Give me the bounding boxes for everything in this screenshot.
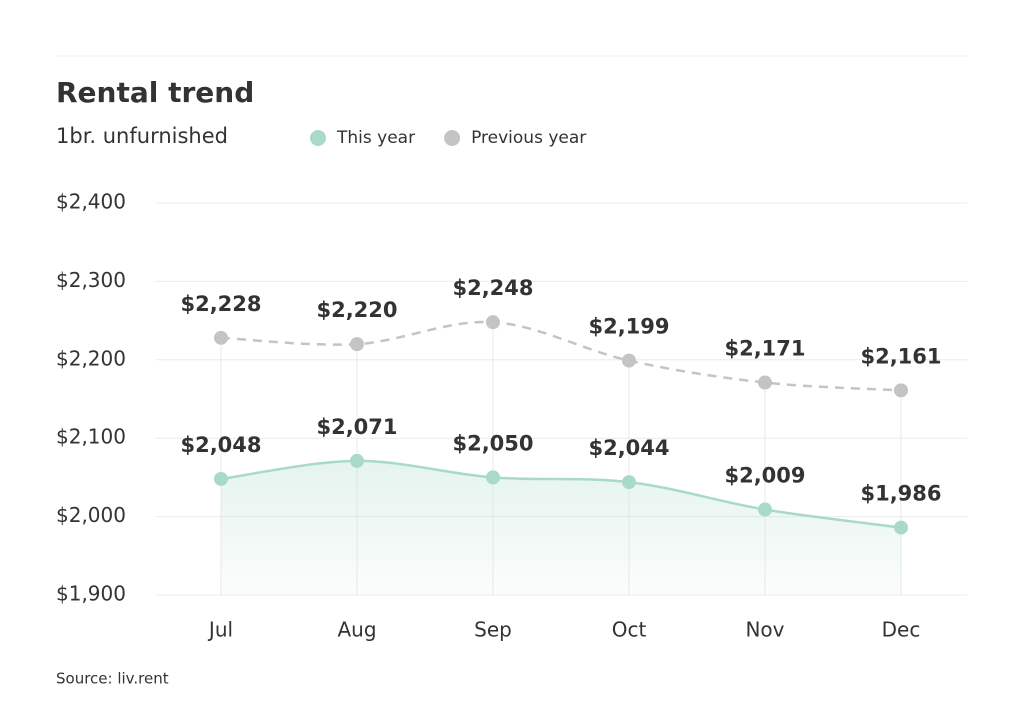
point	[894, 520, 908, 535]
y-tick-label: $1,900	[56, 582, 126, 606]
data-label: $2,248	[452, 276, 533, 300]
point	[622, 353, 636, 368]
data-label: $2,161	[860, 344, 941, 368]
x-tick-label: Sep	[474, 618, 512, 642]
point	[622, 475, 636, 490]
data-label: $1,986	[860, 482, 941, 506]
legend-label: Previous year	[471, 128, 586, 148]
x-tick-label: Oct	[612, 618, 647, 642]
line	[220, 320, 902, 392]
x-tick-label: Dec	[882, 618, 921, 642]
point	[350, 453, 364, 468]
point	[214, 471, 228, 486]
point	[214, 330, 228, 345]
x-tick-label: Aug	[337, 618, 376, 642]
point	[486, 470, 500, 485]
area	[221, 460, 901, 595]
y-tick-label: $2,400	[56, 190, 126, 214]
data-label: $2,171	[724, 337, 805, 361]
data-label: $2,220	[316, 298, 397, 322]
point	[894, 383, 908, 398]
legend-label: This year	[336, 128, 415, 148]
y-tick-label: $2,300	[56, 268, 126, 292]
point	[350, 337, 364, 352]
data-label: $2,050	[452, 431, 533, 455]
data-label: $2,044	[588, 436, 669, 460]
x-tick-label: Jul	[207, 618, 233, 642]
legend-marker	[310, 130, 326, 146]
point	[486, 315, 500, 330]
legend: This year Previous year	[310, 128, 586, 148]
data-label: $2,071	[316, 415, 397, 439]
x-tick-label: Nov	[745, 618, 784, 642]
y-tick-label: $2,000	[56, 503, 126, 527]
point	[758, 375, 772, 390]
data-label: $2,009	[724, 464, 805, 488]
y-tick-label: $2,100	[56, 425, 126, 449]
data-label: $2,199	[588, 315, 669, 339]
chart-title: Rental trend	[56, 76, 254, 109]
data-label: $2,048	[180, 433, 261, 457]
legend-marker	[444, 130, 461, 146]
line	[220, 459, 902, 529]
y-tick-label: $2,200	[56, 346, 126, 370]
data-label: $2,228	[180, 292, 261, 316]
source: Source: liv.rent	[56, 670, 169, 688]
point	[758, 502, 772, 517]
chart-subtitle: 1br. unfurnished	[56, 124, 228, 148]
